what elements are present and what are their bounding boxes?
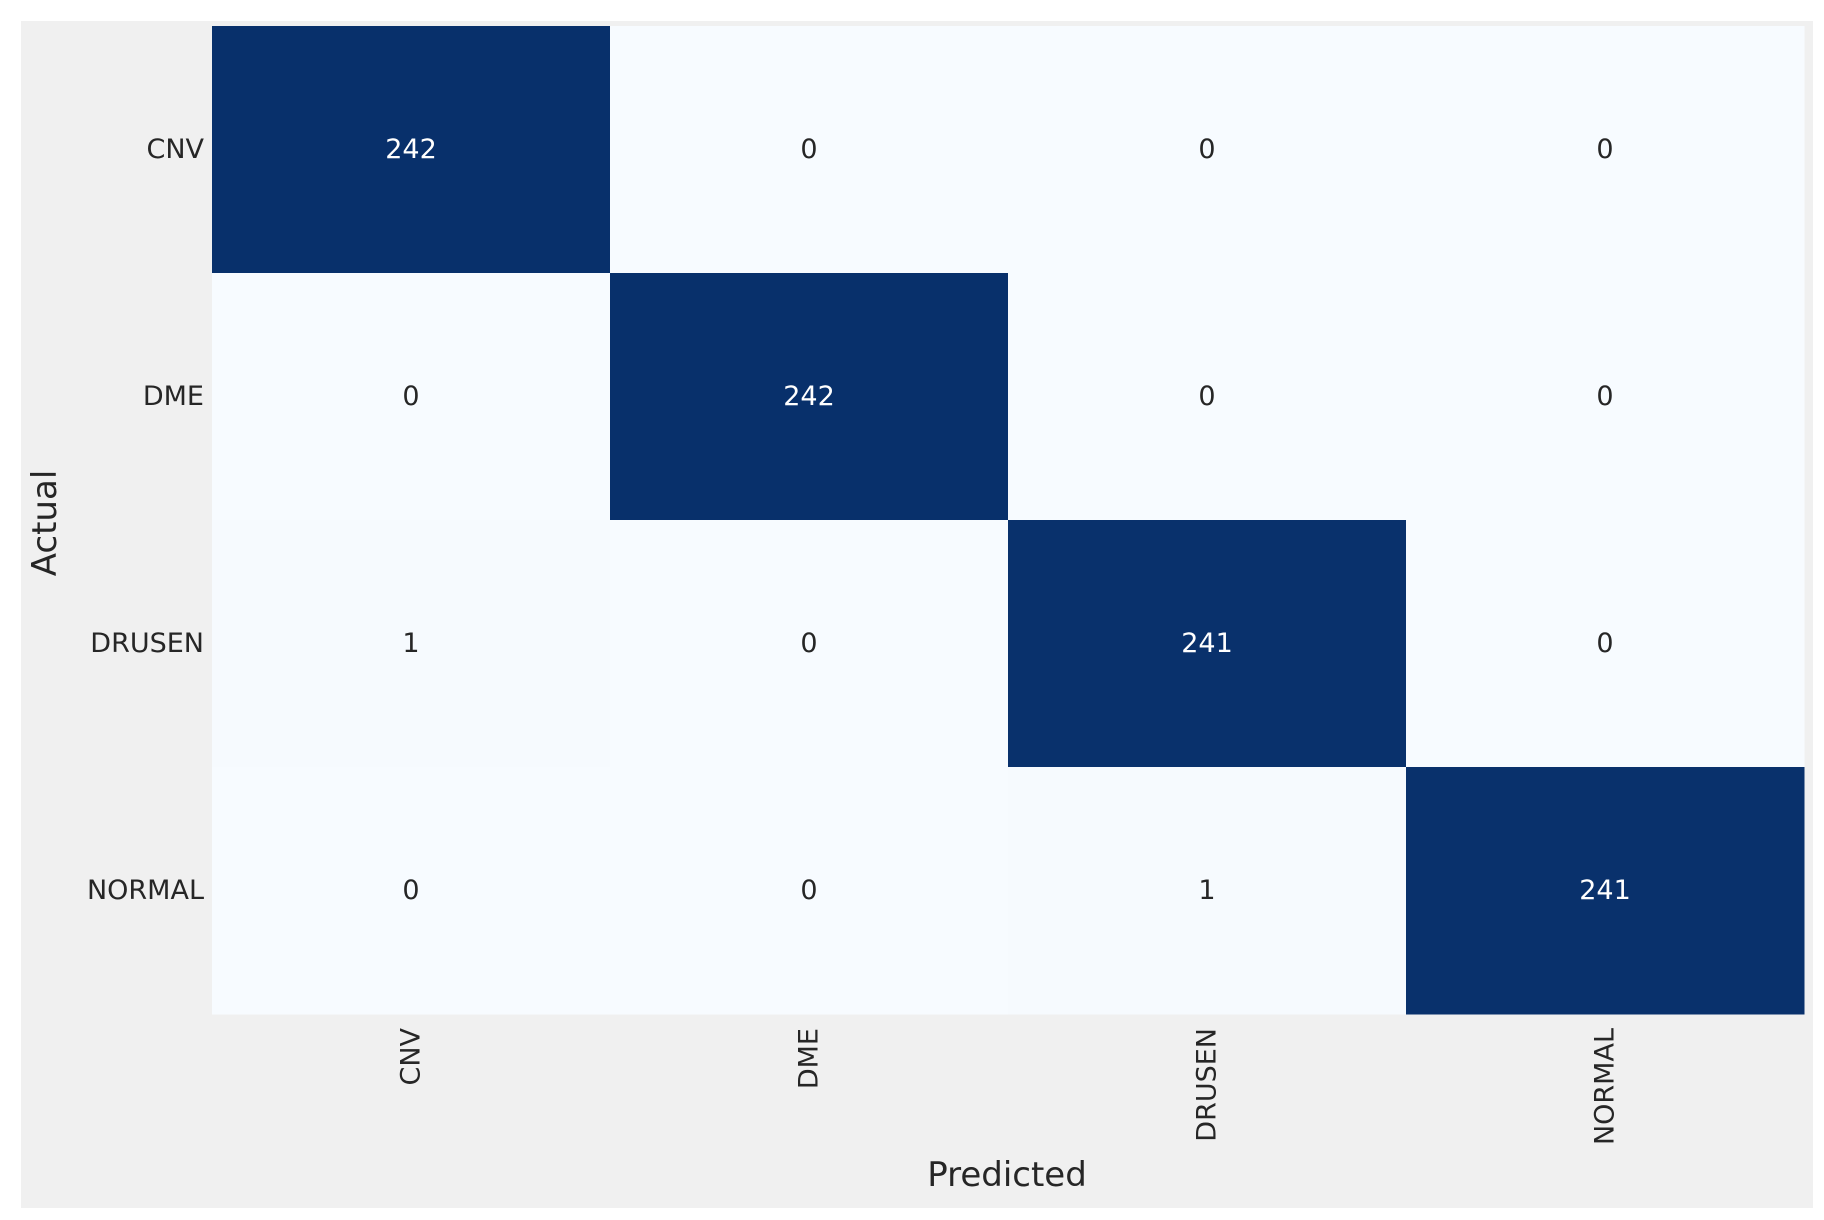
heatmap-cell-drusen-drusen [1008,520,1407,768]
cell-value-label: 0 [800,134,817,165]
cell-value-label: 0 [402,875,419,906]
heatmap-cell-dme-drusen [1008,273,1407,521]
heatmap-cells [212,26,1805,1015]
cell-value-label: 0 [402,381,419,412]
heatmap-cell-drusen-normal [1406,520,1805,768]
heatmap-cell-normal-dme [610,767,1009,1015]
cell-value-label: 1 [1198,875,1215,906]
heatmap-cell-cnv-cnv [212,26,611,274]
x-tick-label-normal: NORMAL [1590,1028,1621,1145]
cell-value-label: 0 [1198,134,1215,165]
heatmap-cell-cnv-normal [1406,26,1805,274]
cell-value-label: 0 [1596,628,1613,659]
heatmap-cell-normal-normal [1406,767,1805,1015]
heatmap-cell-dme-normal [1406,273,1805,521]
cell-value-label: 0 [1596,381,1613,412]
cell-value-label: 0 [1596,134,1613,165]
cell-value-label: 0 [800,875,817,906]
y-tick-label-drusen: DRUSEN [90,628,204,659]
y-tick-label-dme: DME [143,381,204,412]
heatmap-cell-cnv-dme [610,26,1009,274]
heatmap-cell-drusen-cnv [212,520,611,768]
cell-value-label: 241 [1181,628,1233,659]
heatmap-cell-dme-dme [610,273,1009,521]
y-tick-label-normal: NORMAL [87,875,204,906]
cell-value-label: 0 [800,628,817,659]
x-axis-tick-labels: CNV DME DRUSEN NORMAL [396,1027,1621,1145]
x-tick-label-dme: DME [794,1028,825,1089]
heatmap-cell-dme-cnv [212,273,611,521]
y-tick-label-cnv: CNV [146,134,204,165]
y-axis-tick-labels: CNV DME DRUSEN NORMAL [87,134,205,906]
heatmap-cell-normal-cnv [212,767,611,1015]
heatmap-cell-labels: 242 0 0 0 0 242 0 0 1 0 241 0 0 0 1 241 [385,134,1631,906]
cell-value-label: 242 [783,381,835,412]
cell-value-label: 241 [1579,875,1631,906]
x-tick-label-cnv: CNV [396,1027,427,1085]
cell-value-label: 0 [1198,381,1215,412]
cell-value-label: 242 [385,134,437,165]
x-tick-label-drusen: DRUSEN [1192,1028,1223,1142]
cell-value-label: 1 [402,628,419,659]
heatmap-cell-normal-drusen [1008,767,1407,1015]
heatmap-cell-drusen-dme [610,520,1009,768]
heatmap-cell-cnv-drusen [1008,26,1407,274]
x-axis-label: Predicted [927,1155,1087,1195]
y-axis-label: Actual [25,470,65,577]
